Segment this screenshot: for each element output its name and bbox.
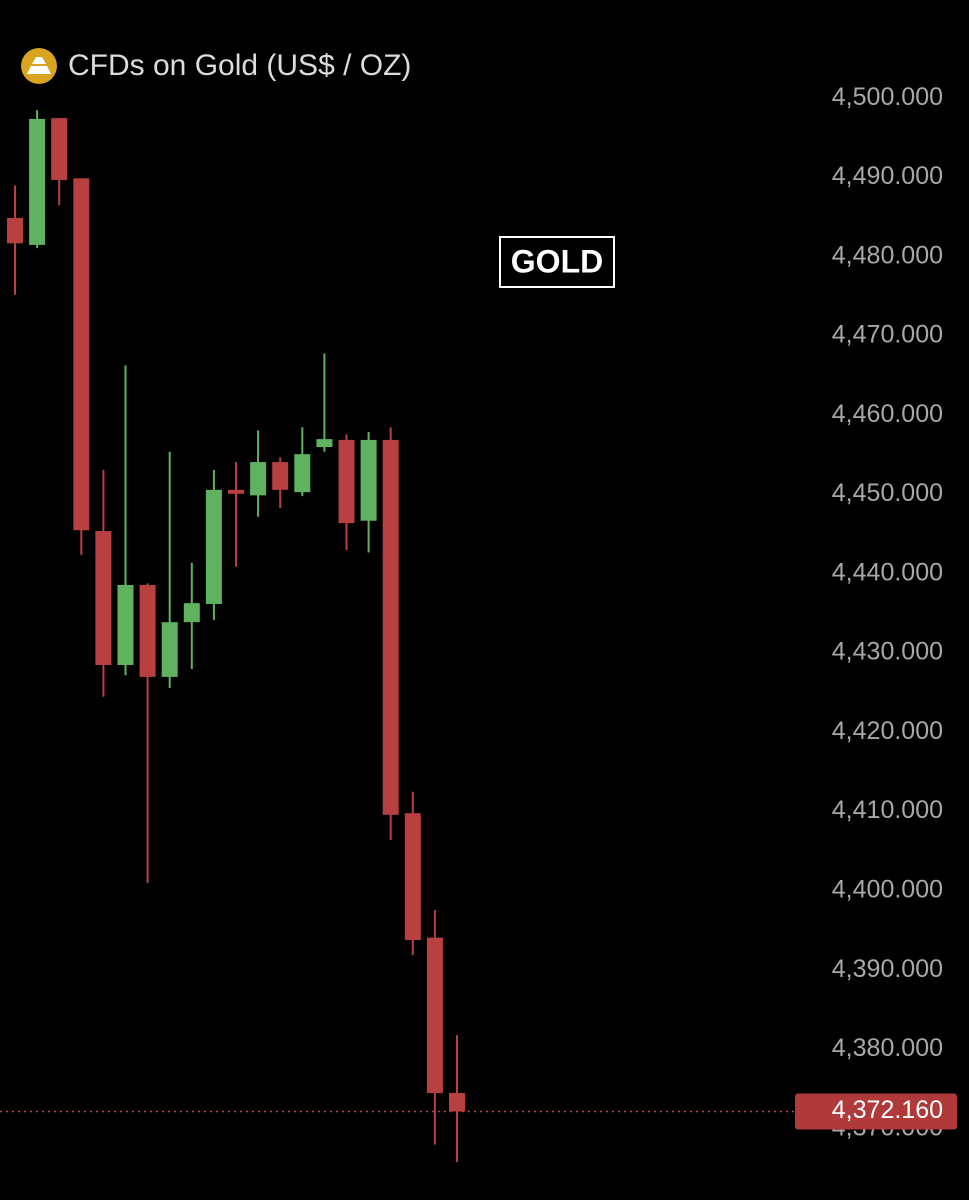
candle-body [29,118,46,245]
annotation-box [499,236,615,288]
y-tick-label: 4,430.000 [832,638,943,666]
candle-body [382,439,399,815]
y-tick-label: 4,460.000 [832,400,943,428]
candle-body [95,531,112,665]
y-tick-label: 4,400.000 [832,875,943,903]
y-tick-label: 4,450.000 [832,479,943,507]
candle-body [139,584,156,677]
annotation: GOLD [511,243,603,279]
candle-body [51,118,68,180]
candle-body [338,439,355,524]
candle-body [272,462,289,490]
y-tick-label: 4,470.000 [832,321,943,349]
y-tick-label: 4,480.000 [832,241,943,269]
y-tick-label: 4,410.000 [832,796,943,824]
candle-body [449,1092,465,1112]
last-price-box [795,1093,957,1130]
candle-body [205,489,222,604]
candle-body [183,603,200,623]
gold-icon-bars [27,57,51,74]
y-tick-label: 4,390.000 [832,955,943,983]
candle-body [426,937,443,1093]
candle-body [250,462,267,496]
last-price-label: 4,372.160 [832,1096,943,1124]
candle-body [404,813,421,941]
y-tick-label: 4,490.000 [832,162,943,190]
candle-body [294,454,311,493]
chart-title: CFDs on Gold (US$ / OZ) [68,49,411,82]
y-tick-label: 4,500.000 [832,83,943,111]
candle-body [161,622,178,677]
candle-body [117,584,134,665]
candle-body [228,489,244,494]
candle-body [360,439,377,521]
y-tick-label: 4,380.000 [832,1034,943,1062]
y-tick-label: 4,420.000 [832,717,943,745]
candle-body [316,439,333,448]
y-tick-label: 4,440.000 [832,558,943,586]
candle-body [7,217,23,244]
candle-body [73,178,90,531]
